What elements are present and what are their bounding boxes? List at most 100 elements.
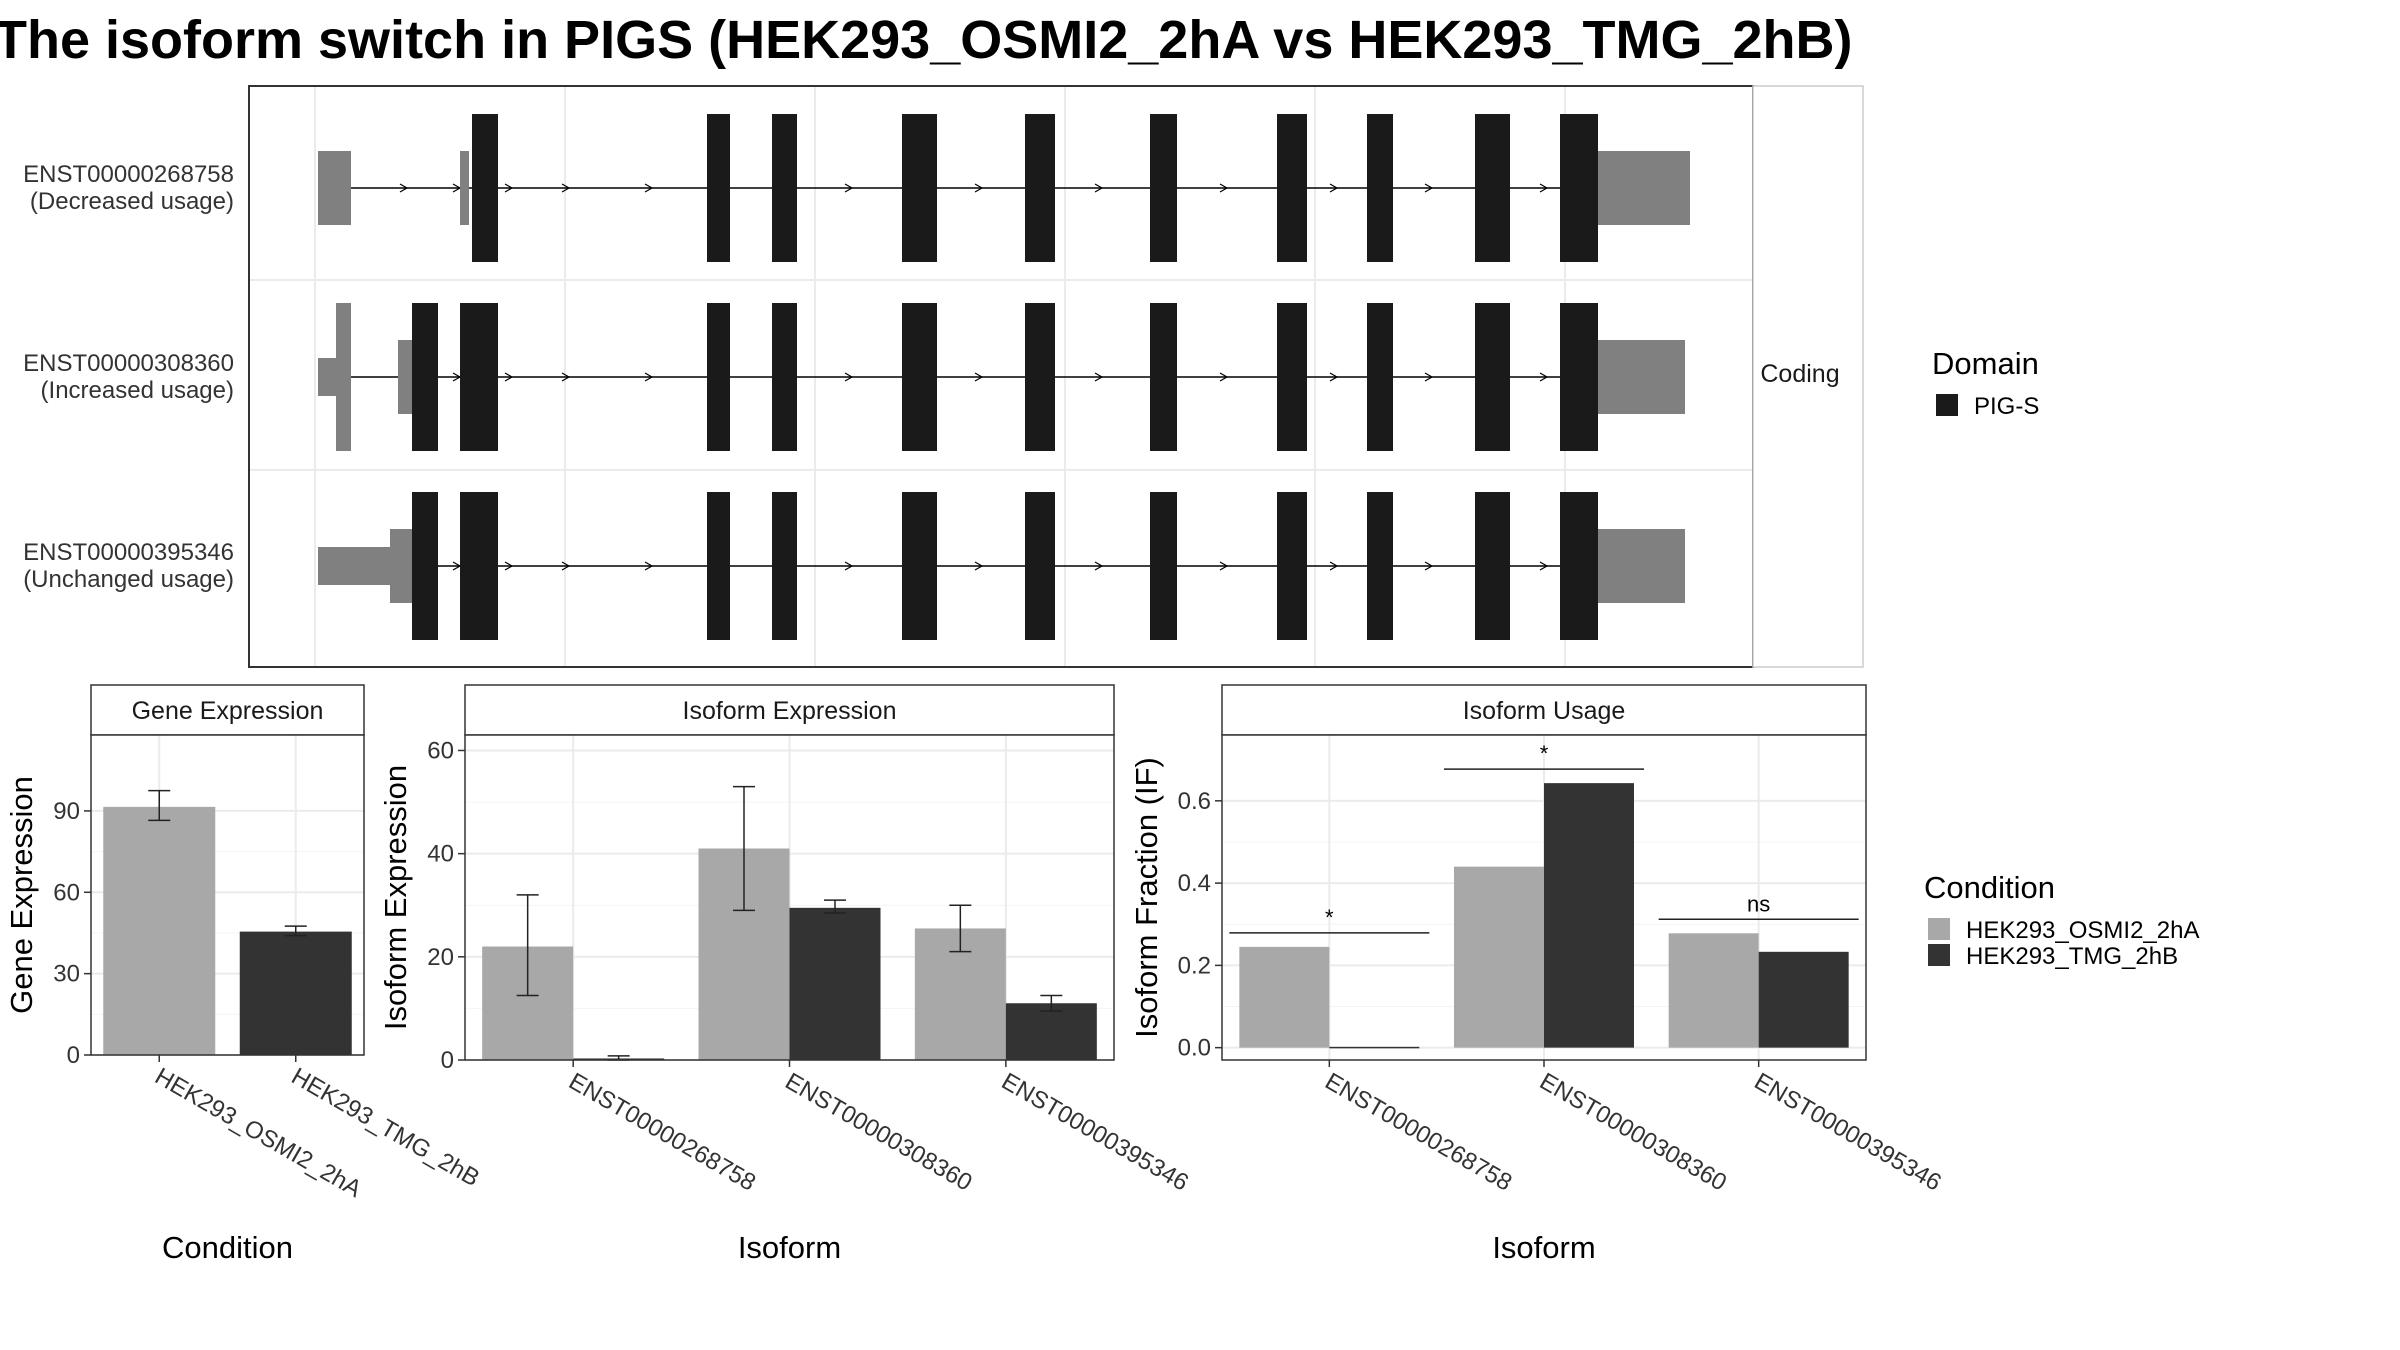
coding-exon-pigs-domain xyxy=(1367,492,1393,640)
coding-exon-pigs-domain xyxy=(1150,492,1177,640)
intron-arrow xyxy=(974,372,984,382)
intron-arrow xyxy=(644,183,654,193)
utr-exon xyxy=(460,151,469,225)
intron-arrow xyxy=(644,561,654,571)
coding-exon-pigs-domain xyxy=(707,114,730,262)
bar xyxy=(1239,946,1330,1048)
coding-exon-pigs-domain xyxy=(902,492,937,640)
isoform-expression-panel: Isoform Expression 0 20 40 60 ENST00000268758… xyxy=(378,684,1193,1265)
bar xyxy=(1758,951,1849,1048)
panel-strip-label: Isoform Expression xyxy=(683,697,897,725)
coding-exon-pigs-domain xyxy=(1475,114,1510,262)
isoform-id-label: ENST00000308360 xyxy=(23,350,234,377)
domain-legend-item: PIG-S xyxy=(1974,393,2039,420)
coding-exon-pigs-domain xyxy=(1150,303,1177,451)
y-tick-label: 90 xyxy=(53,798,80,825)
coding-exon-pigs-domain xyxy=(1560,492,1598,640)
coding-exon-pigs-domain xyxy=(1367,303,1393,451)
coding-exon-pigs-domain xyxy=(902,114,937,262)
y-axis-title: Isoform Expression xyxy=(378,765,413,1030)
coding-exon-pigs-domain xyxy=(1025,114,1055,262)
coding-exon-pigs-domain xyxy=(1560,114,1598,262)
coding-exon-pigs-domain xyxy=(772,114,797,262)
condition-legend-swatch-b xyxy=(1928,944,1950,966)
domain-legend-swatch xyxy=(1936,394,1958,416)
intron-arrow xyxy=(1219,561,1229,571)
intron-arrow xyxy=(1329,372,1339,382)
x-tick-label: ENST00000308360 xyxy=(781,1068,977,1197)
intron-arrow xyxy=(844,561,854,571)
coding-exon-pigs-domain xyxy=(460,492,498,640)
y-tick-label: 20 xyxy=(427,944,454,971)
isoform-structure-panel: ENST00000268758(Decreased usage) ENST0000… xyxy=(23,85,1864,668)
coding-exon-pigs-domain xyxy=(772,303,797,451)
utr-exon xyxy=(336,303,351,451)
utr-exon xyxy=(1598,529,1685,603)
y-axis-title: Gene Expression xyxy=(4,776,39,1014)
y-axis-title: Isoform Fraction (IF) xyxy=(1129,757,1164,1038)
coding-exon-pigs-domain xyxy=(1475,492,1510,640)
coding-exon-pigs-domain xyxy=(1025,492,1055,640)
coding-exon-pigs-domain xyxy=(1475,303,1510,451)
coding-exon-pigs-domain xyxy=(902,303,937,451)
intron-arrow xyxy=(844,372,854,382)
panel-strip xyxy=(90,684,365,736)
intron-arrow xyxy=(1424,372,1434,382)
coding-exon-pigs-domain xyxy=(412,492,438,640)
intron-arrow xyxy=(561,183,571,193)
utr-exon xyxy=(1598,151,1690,225)
panel-frame xyxy=(90,734,365,1056)
y-tick-label: 40 xyxy=(427,841,454,868)
y-tick-label: 0.6 xyxy=(1178,788,1211,815)
intron-arrow xyxy=(974,561,984,571)
domain-legend-title: Domain xyxy=(1932,346,2039,381)
panel-strip xyxy=(1221,684,1867,736)
y-tick-label: 60 xyxy=(53,879,80,906)
intron-arrow xyxy=(644,372,654,382)
intron-arrow xyxy=(844,183,854,193)
utr-exon xyxy=(318,358,336,396)
significance-label: * xyxy=(1540,741,1549,766)
bar xyxy=(789,907,881,1060)
panel-strip-label: Isoform Usage xyxy=(1463,697,1626,725)
coding-exon-pigs-domain xyxy=(1277,303,1307,451)
condition-legend-item-a: HEK293_OSMI2_2hA xyxy=(1966,917,2199,944)
bar xyxy=(103,806,216,1055)
intron-arrow xyxy=(1094,183,1104,193)
panel-strip-label: Gene Expression xyxy=(132,697,324,725)
coding-exon-pigs-domain xyxy=(707,303,730,451)
intron-arrow xyxy=(1424,183,1434,193)
isoform-id-label: ENST00000395346 xyxy=(23,539,234,566)
bar xyxy=(239,931,352,1055)
figure-title: The isoform switch in PIGS (HEK293_OSMI2… xyxy=(0,10,1853,70)
y-tick-label: 0 xyxy=(67,1042,80,1069)
x-tick-label: ENST00000308360 xyxy=(1535,1068,1731,1197)
coding-exon-pigs-domain xyxy=(1367,114,1393,262)
intron-arrow xyxy=(561,561,571,571)
coding-exon-pigs-domain xyxy=(412,303,438,451)
coding-exon-pigs-domain xyxy=(472,114,498,262)
x-axis-title: Isoform xyxy=(738,1230,841,1265)
intron-arrow xyxy=(504,183,514,193)
isoform-usage-label: (Increased usage) xyxy=(41,377,234,404)
intron-arrow xyxy=(1094,561,1104,571)
bar xyxy=(1005,1003,1097,1060)
utr-exon xyxy=(1598,340,1685,414)
coding-exon-pigs-domain xyxy=(1025,303,1055,451)
coding-exon-pigs-domain xyxy=(707,492,730,640)
isoform-usage-label: (Unchanged usage) xyxy=(23,566,234,593)
coding-exon-pigs-domain xyxy=(1277,492,1307,640)
condition-legend-item-b: HEK293_TMG_2hB xyxy=(1966,943,2178,970)
intron-arrow xyxy=(1094,372,1104,382)
significance-label: ns xyxy=(1747,891,1770,916)
y-tick-label: 0.4 xyxy=(1178,870,1211,897)
bar xyxy=(1454,866,1544,1048)
coding-exon-pigs-domain xyxy=(1560,303,1598,451)
x-axis-title: Isoform xyxy=(1492,1230,1595,1265)
intron-arrow xyxy=(1219,372,1229,382)
x-tick-label: ENST00000268758 xyxy=(1320,1068,1516,1197)
coding-strip xyxy=(1752,85,1864,668)
intron-arrow xyxy=(561,372,571,382)
y-tick-label: 30 xyxy=(53,961,80,988)
intron-arrow xyxy=(399,183,409,193)
